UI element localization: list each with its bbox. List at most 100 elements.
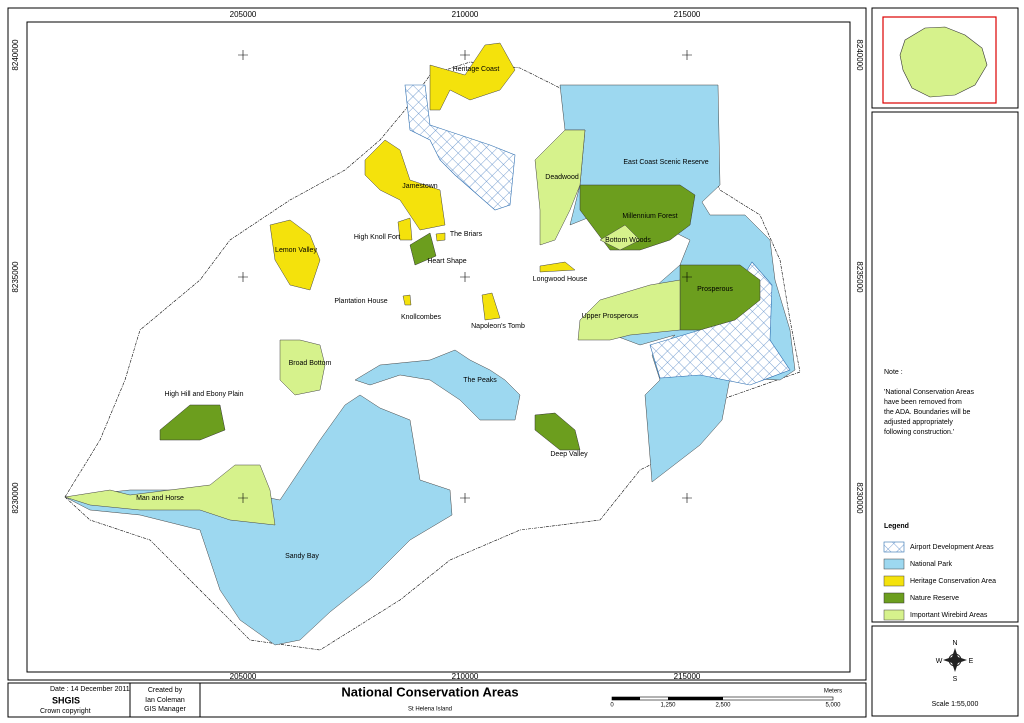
scale-text: Scale 1:55,000: [932, 701, 979, 708]
area-label: Deep Valley: [550, 451, 588, 458]
heritage-area: [481, 292, 501, 321]
area-label: Bottom Woods: [605, 237, 651, 244]
compass-label: W: [936, 658, 943, 665]
created-by: Created by: [148, 687, 183, 694]
compass-label: E: [969, 658, 974, 665]
scale-label: 0: [610, 703, 614, 709]
area-label: Heart Shape: [427, 258, 466, 265]
area-label: Upper Prosperous: [582, 313, 639, 320]
area-label: Heritage Coast: [453, 66, 500, 73]
footer-frame: [7, 682, 867, 718]
grid-label: 205000: [230, 672, 257, 681]
copyright: Crown copyright: [40, 708, 91, 715]
author: Ian Coleman: [145, 697, 185, 704]
map-frame-outer: [7, 7, 867, 681]
nature-reserve: [679, 264, 761, 331]
wirebird-area: [279, 339, 326, 396]
legend-label: Nature Reserve: [910, 595, 959, 602]
area-label: High Hill and Ebony Plain: [165, 391, 244, 398]
area-labels: Heritage Coast East Coast Scenic Reserve…: [136, 66, 733, 560]
area-label: Lemon Valley: [275, 247, 317, 254]
grid-label: 215000: [674, 672, 701, 681]
legend-swatch: [883, 609, 905, 621]
area-label: Broad Bottom: [289, 360, 332, 367]
heritage-area: [364, 139, 446, 231]
area-label: The Peaks: [463, 377, 497, 384]
nature-reserve: [159, 404, 226, 441]
grid-crosses: [238, 50, 692, 503]
date: Date : 14 December 2011: [50, 686, 130, 693]
scale-bar: [611, 696, 834, 701]
wirebird-area: [534, 129, 586, 246]
area-label: Longwood House: [533, 276, 588, 283]
note-line: the ADA. Boundaries will be: [884, 409, 970, 416]
note-title: Note :: [884, 369, 903, 376]
area-label: The Briars: [450, 231, 483, 238]
map-frame-inner: [26, 21, 851, 673]
grid-label: 205000: [230, 10, 257, 19]
grid-label: 8230000: [11, 482, 20, 514]
inset-island: [899, 26, 988, 98]
legend-swatch: [883, 592, 905, 604]
grid-label: 8240000: [855, 39, 864, 71]
heritage-area: [435, 232, 446, 242]
compass: [943, 648, 967, 672]
grid-label: 210000: [452, 672, 479, 681]
legend-label: Heritage Conservation Area: [910, 578, 996, 585]
side-panel: [871, 111, 1019, 623]
legend-swatch: [883, 575, 905, 587]
compass-label: S: [953, 676, 958, 683]
note-line: 'National Conservation Areas: [884, 389, 975, 396]
scale-label: 1,250: [660, 703, 676, 709]
compass-panel: [871, 625, 1019, 717]
legend-label: National Park: [910, 561, 953, 568]
wirebird-area: [599, 224, 641, 251]
inset-box: [882, 16, 997, 104]
legend-title: Legend: [884, 523, 909, 530]
nature-reserve: [409, 232, 437, 266]
island-outline: [64, 61, 801, 651]
area-label: Prosperous: [697, 286, 733, 293]
heritage-area: [539, 261, 576, 273]
heritage-area: [429, 42, 516, 111]
wirebird-area: [64, 464, 276, 526]
grid-label: 8235000: [11, 261, 20, 293]
legend-swatch: [883, 541, 905, 553]
map-subtitle: St Helena Island: [408, 707, 452, 713]
scale-unit: Meters: [824, 689, 842, 695]
org-logo: SHGIS: [52, 695, 80, 705]
nature-reserve: [579, 184, 696, 251]
area-label: East Coast Scenic Reserve: [623, 159, 708, 166]
heritage-area: [397, 217, 413, 241]
area-label: Sandy Bay: [285, 553, 319, 560]
map-title: National Conservation Areas: [341, 684, 518, 699]
national-park: [354, 349, 521, 421]
area-label: Knollcombes: [401, 314, 442, 321]
grid-label: 210000: [452, 10, 479, 19]
scale-label: 2,500: [715, 703, 731, 709]
note-line: have been removed from: [884, 399, 962, 406]
note-line: following construction.': [884, 429, 954, 436]
scale-label: 5,000: [825, 703, 841, 709]
area-label: Millennium Forest: [622, 213, 677, 220]
wirebird-area: [577, 279, 681, 341]
note-line: adjusted appropriately: [884, 419, 953, 426]
area-label: Napoleon's Tomb: [471, 323, 525, 330]
author-role: GIS Manager: [144, 706, 186, 713]
legend-swatch: [883, 558, 905, 570]
grid-label: 8240000: [11, 39, 20, 71]
area-label: Jamestown: [402, 183, 438, 190]
area-label: High Knoll Fort: [354, 234, 400, 241]
grid-label: 8230000: [855, 482, 864, 514]
area-label: Man and Horse: [136, 495, 184, 502]
area-label: Deadwood: [545, 174, 579, 181]
legend-label: Important Wirebird Areas: [910, 612, 988, 619]
grid-label: 215000: [674, 10, 701, 19]
area-label: Plantation House: [334, 298, 387, 305]
legend-label: Airport Development Areas: [910, 544, 994, 551]
nature-reserve: [534, 412, 581, 451]
grid-label: 8235000: [855, 261, 864, 293]
compass-label: N: [952, 640, 957, 647]
